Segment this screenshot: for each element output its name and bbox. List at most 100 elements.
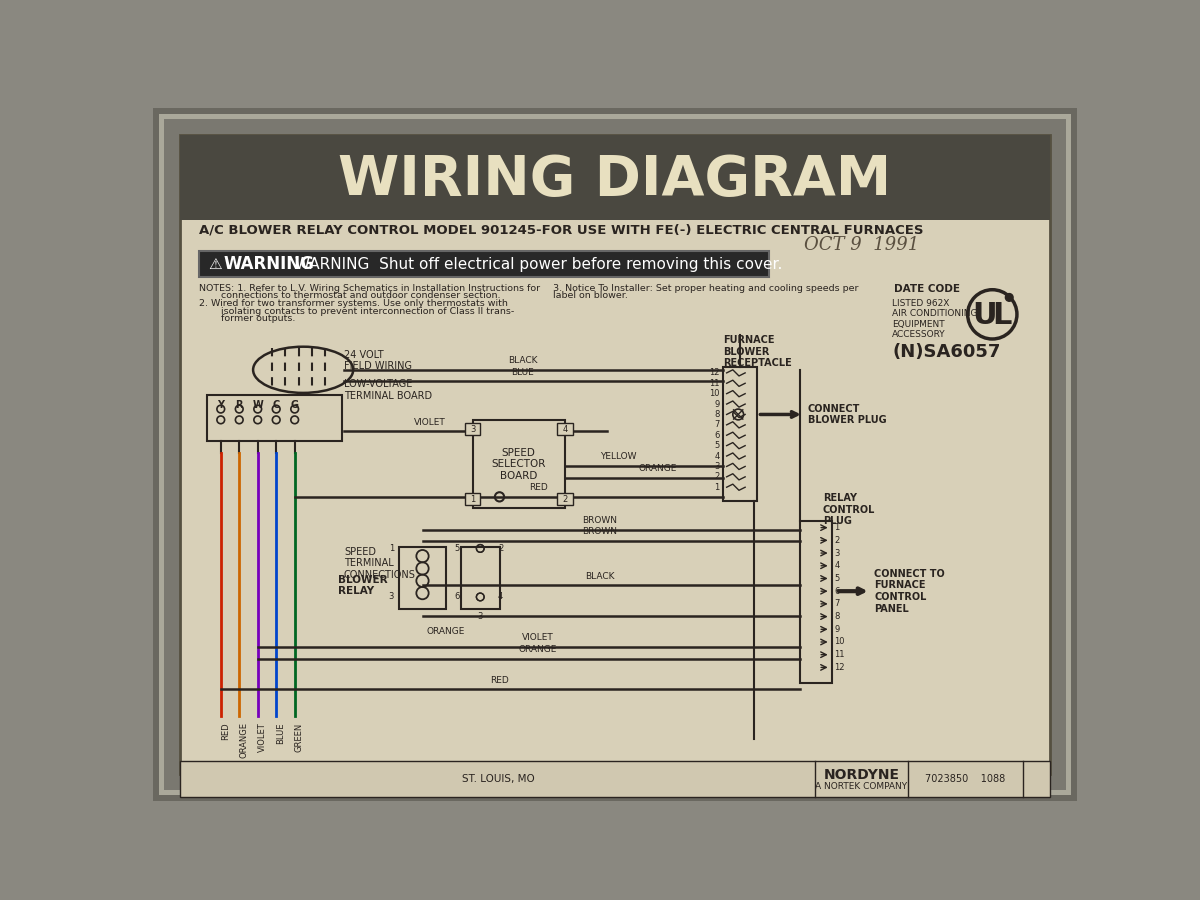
Bar [180, 135, 1050, 220]
Text: 1: 1 [389, 544, 394, 553]
Text: 5: 5 [455, 544, 460, 553]
Text: BLUE: BLUE [511, 368, 534, 377]
Text: 1: 1 [834, 523, 840, 532]
Text: 7: 7 [714, 420, 720, 429]
Text: RED: RED [529, 483, 547, 492]
Text: 10: 10 [834, 637, 845, 646]
Text: 5: 5 [834, 574, 840, 583]
Text: L: L [992, 302, 1012, 330]
Text: Y: Y [217, 400, 224, 410]
Text: 3: 3 [714, 462, 720, 471]
Text: 8: 8 [834, 612, 840, 621]
Text: 9: 9 [834, 625, 840, 634]
Circle shape [1006, 293, 1013, 302]
Text: SPEED
TERMINAL
CONNECTIONS: SPEED TERMINAL CONNECTIONS [344, 547, 416, 580]
Text: 6: 6 [834, 587, 840, 596]
Bar [464, 423, 480, 436]
Bar [180, 761, 1050, 797]
Text: 3: 3 [389, 592, 394, 601]
Text: W: W [252, 400, 263, 410]
Text: RELAY
CONTROL
PLUG: RELAY CONTROL PLUG [823, 493, 875, 526]
Text: 10: 10 [709, 389, 720, 398]
Text: 2. Wired for two transformer systems. Use only thermostats with: 2. Wired for two transformer systems. Us… [199, 299, 508, 308]
Text: VIOLET: VIOLET [522, 634, 554, 643]
Text: 11: 11 [709, 379, 720, 388]
Text: G: G [290, 400, 299, 410]
Text: 6: 6 [454, 592, 460, 601]
Text: 6: 6 [714, 431, 720, 440]
Text: 2: 2 [834, 536, 840, 544]
Text: NORDYNE: NORDYNE [823, 768, 900, 782]
Text: isolating contacts to prevent interconnection of Class II trans-: isolating contacts to prevent interconne… [221, 307, 514, 316]
Text: SPEED
SELECTOR
BOARD: SPEED SELECTOR BOARD [492, 447, 546, 481]
Text: 3: 3 [834, 549, 840, 558]
Text: 8: 8 [714, 410, 720, 419]
Text: ORANGE: ORANGE [518, 645, 557, 654]
Text: DATE CODE: DATE CODE [894, 284, 960, 293]
Text: 7023850    1088: 7023850 1088 [925, 774, 1006, 785]
Text: 4: 4 [498, 592, 503, 601]
Text: 3: 3 [470, 425, 475, 434]
Bar [400, 547, 445, 608]
Text: FURNACE
BLOWER
RECEPTACLE: FURNACE BLOWER RECEPTACLE [722, 335, 792, 368]
Text: C: C [272, 400, 280, 410]
Text: 2: 2 [563, 495, 568, 504]
Text: WARNING: WARNING [224, 256, 314, 274]
Text: 12: 12 [834, 663, 845, 672]
Bar [557, 423, 572, 436]
Text: NOTES: 1. Refer to L.V. Wiring Schematics in Installation Instructions for: NOTES: 1. Refer to L.V. Wiring Schematic… [199, 284, 540, 292]
Bar [461, 547, 499, 608]
Text: LOW-VOLTAGE
TERMINAL BOARD: LOW-VOLTAGE TERMINAL BOARD [344, 379, 432, 400]
Text: 2: 2 [714, 472, 720, 482]
Text: 4: 4 [834, 562, 840, 571]
Text: CONNECT TO
FURNACE
CONTROL
PANEL: CONNECT TO FURNACE CONTROL PANEL [875, 569, 946, 614]
Text: 1: 1 [714, 482, 720, 491]
Text: BLACK: BLACK [584, 572, 614, 580]
Bar [199, 251, 769, 276]
Text: BROWN: BROWN [582, 517, 617, 526]
Text: BROWN: BROWN [582, 527, 617, 536]
Text: 24 VOLT
FIELD WIRING: 24 VOLT FIELD WIRING [344, 350, 412, 372]
Text: WARNING  Shut off electrical power before removing this cover.: WARNING Shut off electrical power before… [295, 256, 782, 272]
Text: 3. Notice To Installer: Set proper heating and cooling speeds per: 3. Notice To Installer: Set proper heati… [553, 284, 859, 292]
Text: ORANGE: ORANGE [239, 723, 248, 759]
Text: YELLOW: YELLOW [600, 453, 636, 462]
Text: label on blower.: label on blower. [553, 292, 629, 301]
Text: 11: 11 [834, 650, 845, 659]
Bar [464, 493, 480, 505]
Text: VIOLET: VIOLET [258, 723, 266, 752]
Text: LISTED 962X
AIR CONDITIONING
EQUIPMENT
ACCESSORY: LISTED 962X AIR CONDITIONING EQUIPMENT A… [893, 299, 978, 339]
Text: BLOWER
RELAY: BLOWER RELAY [338, 574, 388, 596]
Text: A/C BLOWER RELAY CONTROL MODEL 901245-FOR USE WITH FE(-) ELECTRIC CENTRAL FURNAC: A/C BLOWER RELAY CONTROL MODEL 901245-FO… [199, 223, 924, 236]
Text: GREEN: GREEN [295, 723, 304, 752]
Bar [800, 521, 832, 683]
Text: 4: 4 [714, 452, 720, 461]
Text: 2: 2 [498, 544, 503, 553]
Bar [473, 419, 565, 508]
Bar [206, 395, 342, 441]
Text: ST. LOUIS, MO: ST. LOUIS, MO [462, 774, 534, 785]
Text: BLACK: BLACK [508, 356, 538, 365]
Text: 3: 3 [478, 612, 482, 621]
Text: 1: 1 [470, 495, 475, 504]
Text: ⚠: ⚠ [209, 256, 222, 272]
Text: CONNECT
BLOWER PLUG: CONNECT BLOWER PLUG [808, 404, 886, 426]
Text: (N)SA6057: (N)SA6057 [893, 343, 1001, 361]
Text: ORANGE: ORANGE [638, 464, 677, 473]
Text: RED: RED [490, 676, 509, 685]
Text: 4: 4 [563, 425, 568, 434]
Text: VIOLET: VIOLET [414, 418, 446, 427]
Text: U: U [972, 302, 997, 330]
Text: 9: 9 [714, 400, 720, 409]
Bar [557, 493, 572, 505]
Text: 12: 12 [709, 368, 720, 377]
Text: 7: 7 [834, 599, 840, 608]
Text: A NORTEK COMPANY: A NORTEK COMPANY [815, 782, 907, 791]
Text: WIRING DIAGRAM: WIRING DIAGRAM [338, 153, 892, 207]
Text: RED: RED [221, 723, 229, 740]
Text: ORANGE: ORANGE [426, 627, 464, 636]
Text: OCT 9  1991: OCT 9 1991 [804, 236, 919, 254]
Bar [722, 366, 757, 501]
Text: 5: 5 [714, 441, 720, 450]
Text: BLUE: BLUE [276, 723, 286, 744]
